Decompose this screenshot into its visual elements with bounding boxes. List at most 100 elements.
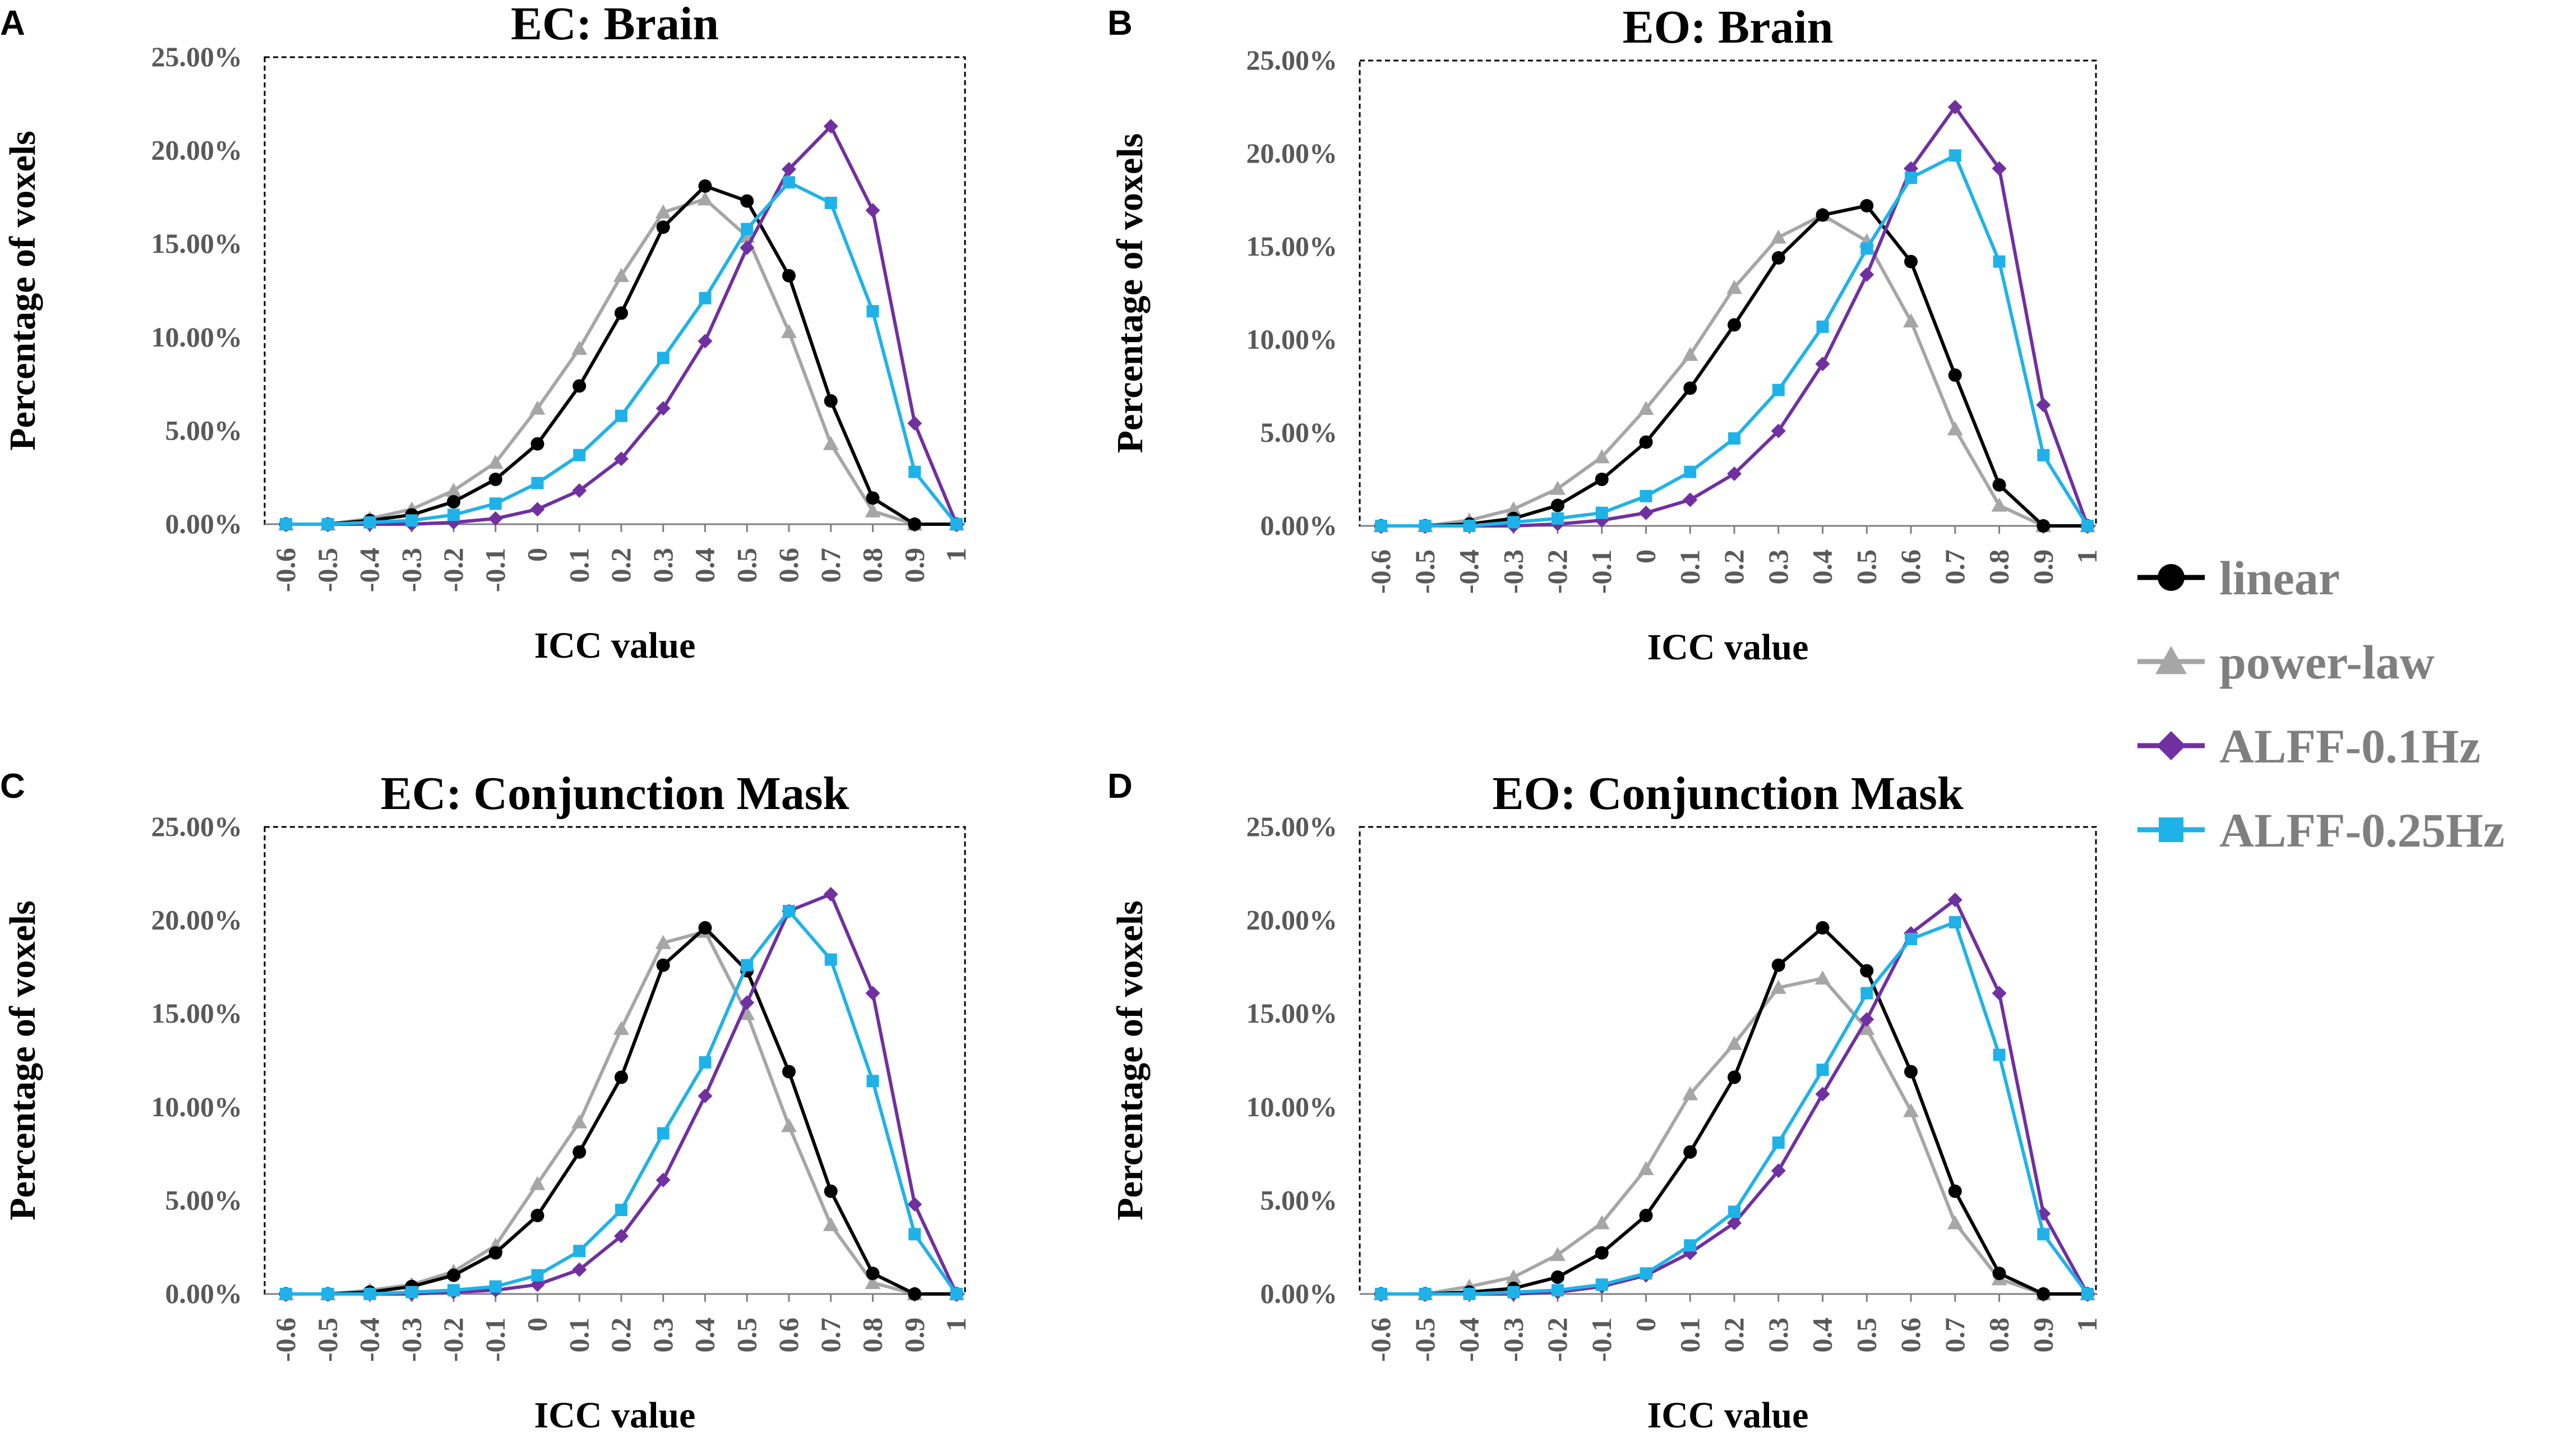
x-tick-label: -0.1 <box>479 1318 511 1362</box>
data-point <box>1728 432 1740 445</box>
data-point <box>1992 986 2007 1001</box>
data-point <box>615 1070 628 1084</box>
x-tick-label: -0.5 <box>312 548 343 592</box>
data-point <box>907 416 922 431</box>
data-point <box>656 220 670 234</box>
data-point <box>363 1288 376 1300</box>
data-point <box>321 518 334 530</box>
data-point <box>1860 987 1873 1000</box>
data-point <box>530 437 544 451</box>
plot-frame <box>1359 826 2097 1295</box>
series-linear <box>279 921 963 1301</box>
data-point <box>1507 1286 1520 1298</box>
data-point <box>1772 1136 1785 1149</box>
data-point <box>1814 970 1831 985</box>
data-point <box>740 240 755 255</box>
data-point <box>865 1275 881 1289</box>
data-point <box>950 1288 963 1300</box>
x-tick-label: 0.8 <box>857 548 888 583</box>
data-point <box>1375 520 1387 532</box>
data-point <box>280 518 292 530</box>
data-point <box>1728 1070 1741 1084</box>
x-tick-label: 0.4 <box>1807 549 1838 585</box>
x-tick-label: 0.4 <box>689 548 721 583</box>
data-point <box>740 194 754 208</box>
data-point <box>1859 267 1874 282</box>
x-axis-label: ICC value <box>1647 627 1809 668</box>
data-point <box>1948 149 1961 162</box>
data-point <box>615 409 627 422</box>
data-point <box>1638 505 1654 520</box>
legend-item-alff-0-25hz: ALFF-0.25Hz <box>2137 803 2505 857</box>
data-point <box>488 1246 502 1260</box>
y-tick-label: 25.00% <box>1246 811 1338 842</box>
y-tick-label: 0.00% <box>165 1278 243 1309</box>
data-point <box>655 935 671 949</box>
data-point <box>655 204 671 219</box>
data-point <box>1552 512 1564 525</box>
data-point <box>907 1197 922 1212</box>
x-tick-label: 0.5 <box>1850 549 1882 585</box>
x-tick-label: 1 <box>940 548 972 562</box>
diamond-icon <box>2157 731 2186 760</box>
data-point <box>1948 368 1962 382</box>
data-point <box>1463 1288 1476 1300</box>
legend-label: power-law <box>2219 635 2435 689</box>
data-point <box>1683 1145 1697 1159</box>
series-line <box>286 181 958 526</box>
data-point <box>531 1269 544 1282</box>
data-point <box>782 1065 796 1079</box>
x-tick-label: -0.3 <box>395 1318 427 1362</box>
series-alff-0-1hz <box>1374 892 2095 1301</box>
data-point <box>1595 1278 1608 1291</box>
y-tick-label: 15.00% <box>1246 997 1338 1029</box>
data-point <box>487 455 504 469</box>
data-point <box>447 495 460 509</box>
data-point <box>571 340 588 355</box>
data-point <box>824 953 837 966</box>
data-point <box>446 483 461 497</box>
y-tick-label: 5.00% <box>165 1184 243 1215</box>
series-alff-0-25hz <box>280 176 963 530</box>
x-tick-label: 0.6 <box>773 548 804 583</box>
x-tick-label: 0.2 <box>605 548 636 583</box>
x-tick-label: 0.6 <box>1895 549 1926 585</box>
data-point <box>614 451 629 466</box>
data-point <box>1815 357 1830 372</box>
x-tick-label: -0.5 <box>312 1318 343 1362</box>
data-point <box>1507 516 1520 529</box>
data-point <box>531 477 544 489</box>
data-point <box>1639 1209 1653 1223</box>
legend-label: linear <box>2219 551 2340 605</box>
y-tick-label: 25.00% <box>151 41 243 72</box>
data-point <box>1728 318 1741 332</box>
data-point <box>1728 1205 1740 1218</box>
data-point <box>1506 501 1522 516</box>
data-point <box>823 436 839 450</box>
data-point <box>1859 1020 1875 1036</box>
data-point <box>1419 520 1432 532</box>
data-point <box>657 1127 669 1140</box>
y-tick-label: 25.00% <box>151 811 243 842</box>
x-tick-label: -0.1 <box>1586 549 1617 594</box>
y-tick-label: 5.00% <box>1260 417 1338 448</box>
data-point <box>950 518 963 530</box>
data-point <box>1682 346 1698 361</box>
x-tick-label: -0.1 <box>479 548 511 592</box>
data-point <box>1771 423 1786 438</box>
data-point <box>1683 381 1697 395</box>
data-point <box>1904 255 1918 269</box>
data-point <box>824 1184 838 1198</box>
data-point <box>1727 1215 1742 1231</box>
x-tick-label: 1 <box>2071 549 2103 563</box>
data-point <box>489 1280 502 1293</box>
data-point <box>2081 1288 2094 1300</box>
y-tick-label: 10.00% <box>151 1091 243 1122</box>
data-point <box>613 267 629 283</box>
x-tick-label: 0.4 <box>1807 1318 1838 1353</box>
data-point <box>573 449 586 461</box>
data-point <box>866 305 879 318</box>
data-point <box>697 191 713 206</box>
data-point <box>2037 1287 2051 1301</box>
